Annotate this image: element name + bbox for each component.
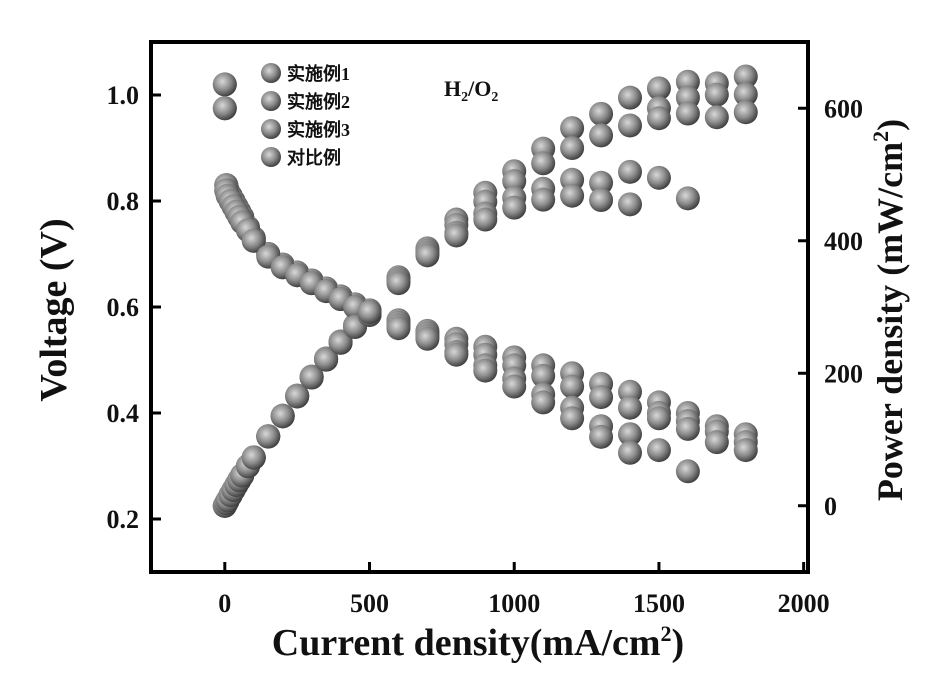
legend-item: 实施例3 <box>261 119 350 140</box>
power-point <box>285 384 309 408</box>
power-point <box>618 86 642 110</box>
legend-label: 实施例3 <box>287 119 350 140</box>
power-point <box>647 106 671 130</box>
legend-label: 对比例 <box>287 147 341 168</box>
power-point <box>676 186 700 210</box>
voltage-point <box>705 430 729 454</box>
legend-label: 实施例1 <box>287 63 350 84</box>
voltage-point <box>213 72 237 96</box>
power-point <box>589 123 613 147</box>
voltage-point <box>647 438 671 462</box>
power-point <box>618 160 642 184</box>
legend-item: 实施例2 <box>261 91 350 112</box>
voltage-point <box>734 438 758 462</box>
voltage-point <box>676 459 700 483</box>
power-point <box>589 188 613 212</box>
voltage-point <box>618 441 642 465</box>
x-tick-label: 500 <box>350 589 389 618</box>
legend-label: 实施例2 <box>287 91 350 112</box>
voltage-point <box>415 327 439 351</box>
legend-marker-icon <box>261 63 281 83</box>
power-point <box>647 166 671 190</box>
x-tick-label: 0 <box>218 589 231 618</box>
power-point <box>242 446 266 470</box>
power-point <box>502 196 526 220</box>
voltage-point <box>560 375 584 399</box>
series-4 <box>213 96 700 518</box>
voltage-point <box>589 385 613 409</box>
y2-axis-label: Power density (mW/cm2) <box>868 119 910 501</box>
x-tick-label: 2000 <box>778 589 830 618</box>
x-axis-label: Current density(mA/cm2) <box>272 621 684 664</box>
voltage-point <box>589 425 613 449</box>
y-axis-label: Voltage (V) <box>33 218 75 401</box>
y-tick-label: 0.2 <box>107 505 140 534</box>
power-point <box>415 243 439 267</box>
power-point <box>271 404 295 428</box>
legend-marker-icon <box>261 91 281 111</box>
voltage-point <box>444 343 468 367</box>
power-point <box>705 83 729 107</box>
voltage-point <box>502 375 526 399</box>
power-point <box>560 184 584 208</box>
power-point <box>531 188 555 212</box>
voltage-point <box>560 406 584 430</box>
fuel-cell-polarization-chart: 0 500 1000 1500 2000 0.2 0.4 0.6 0.8 1.0 0 200 400 60… <box>0 0 931 675</box>
power-point <box>560 136 584 160</box>
power-point <box>618 192 642 216</box>
y-tick-label: 0.6 <box>107 293 140 322</box>
power-point <box>705 105 729 129</box>
voltage-point <box>531 390 555 414</box>
x-tick-label: 1000 <box>488 589 540 618</box>
legend-item: 实施例1 <box>261 63 350 84</box>
y2-tick-label: 600 <box>824 94 863 123</box>
power-point <box>618 113 642 137</box>
power-point <box>589 102 613 126</box>
voltage-point <box>386 316 410 340</box>
voltage-point <box>213 96 237 120</box>
power-point <box>473 208 497 232</box>
power-point <box>256 425 280 449</box>
y2-tick-label: 0 <box>824 492 837 521</box>
x-tick-label: 1500 <box>633 589 685 618</box>
power-point <box>676 102 700 126</box>
y2-tick-label: 400 <box>824 227 863 256</box>
y-tick-label: 0.8 <box>107 187 140 216</box>
power-point <box>734 100 758 124</box>
legend-marker-icon <box>261 147 281 167</box>
legend-marker-icon <box>261 119 281 139</box>
legend: 实施例1 实施例2 实施例3 对比例 <box>261 63 350 168</box>
power-point <box>444 223 468 247</box>
annotation-h2-o2: H2/O2 <box>444 76 498 105</box>
y-tick-label: 1.0 <box>107 81 140 110</box>
voltage-point <box>473 359 497 383</box>
voltage-point <box>676 417 700 441</box>
voltage-point <box>647 406 671 430</box>
power-point <box>358 300 382 324</box>
svg-text:H2/O2: H2/O2 <box>444 76 498 105</box>
y-tick-label: 0.4 <box>107 399 140 428</box>
voltage-point <box>618 396 642 420</box>
legend-item: 对比例 <box>261 147 341 168</box>
y2-tick-label: 200 <box>824 359 863 388</box>
power-point <box>386 271 410 295</box>
power-point <box>531 151 555 175</box>
